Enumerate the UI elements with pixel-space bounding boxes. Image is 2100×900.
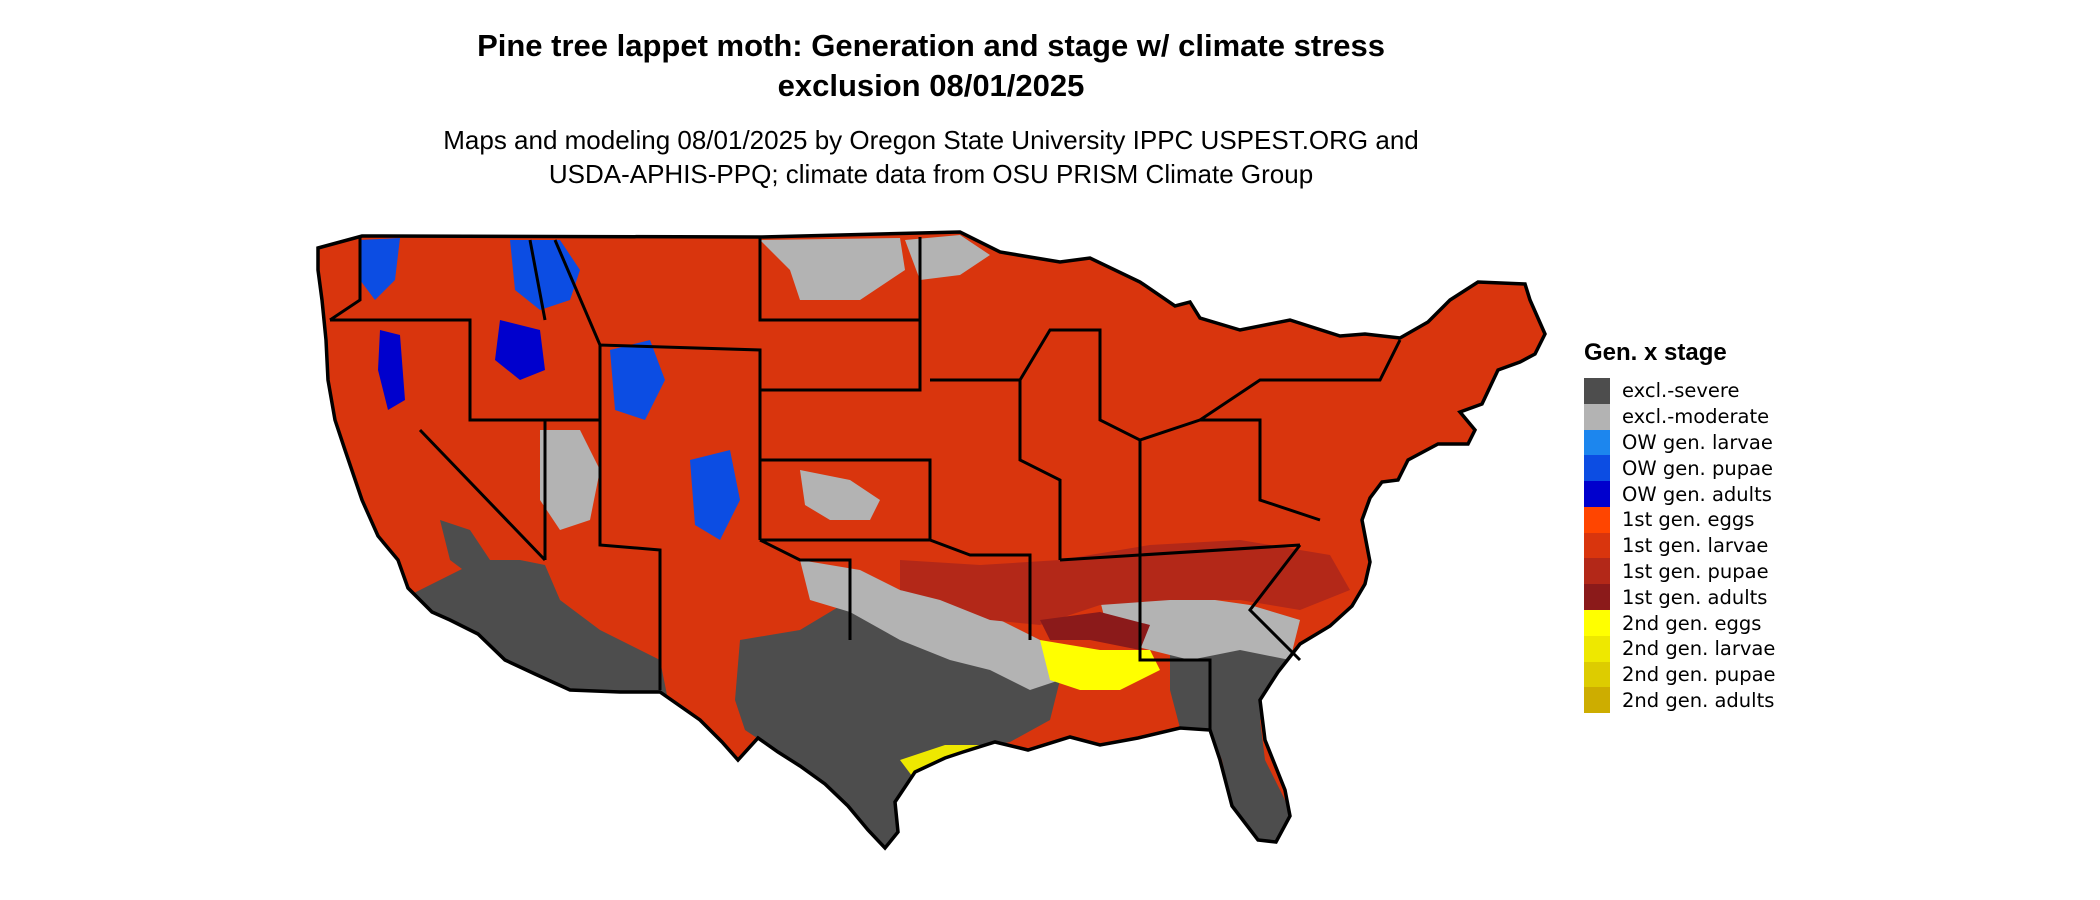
legend-item: 1st gen. adults <box>1584 584 1776 611</box>
legend-swatch <box>1584 532 1610 559</box>
legend-label: OW gen. pupae <box>1622 456 1774 480</box>
region-2nd-gen-eggs-gulf <box>1040 640 1160 690</box>
region-1st-adults-deepsouth <box>1040 612 1150 650</box>
legend-label: 1st gen. eggs <box>1622 508 1755 532</box>
legend-item: OW gen. larvae <box>1584 429 1776 456</box>
map-subtitle-line2: USDA-APHIS-PPQ; climate data from OSU PR… <box>548 159 1314 189</box>
legend-swatch <box>1584 455 1610 482</box>
legend-label: 2nd gen. pupae <box>1622 663 1776 687</box>
map-subtitle-line1: Maps and modeling 08/01/2025 by Oregon S… <box>443 125 1419 155</box>
legend-swatch <box>1584 403 1610 430</box>
legend-title: Gen. x stage <box>1584 339 1727 366</box>
legend-label: OW gen. larvae <box>1622 430 1773 454</box>
legend-item: 2nd gen. adults <box>1584 687 1776 714</box>
region-excl-severe-southwest <box>400 560 668 700</box>
region-excl-moderate-utah <box>540 430 600 530</box>
region-ow-wyoming <box>610 340 665 420</box>
region-excl-moderate-southplains <box>800 560 1060 690</box>
region-excl-moderate-kansas <box>800 470 880 520</box>
legend-label: 1st gen. adults <box>1622 585 1768 609</box>
legend-items: excl.-severe excl.-moderate OW gen. larvae… <box>1584 377 1776 714</box>
region-ow-colorado <box>690 450 740 540</box>
region-excl-moderate-northplains <box>760 238 905 300</box>
legend-label: excl.-severe <box>1622 379 1740 403</box>
legend-label: 2nd gen. adults <box>1622 688 1775 712</box>
legend-label: 1st gen. pupae <box>1622 559 1769 583</box>
legend-swatch <box>1584 635 1610 662</box>
legend-item: 1st gen. pupae <box>1584 558 1776 585</box>
legend-item: 1st gen. eggs <box>1584 506 1776 533</box>
legend: Gen. x stage excl.-severe excl.-moderate O… <box>1584 338 1776 714</box>
state-boundaries <box>329 236 1402 730</box>
legend-swatch <box>1584 481 1610 508</box>
legend-item: 1st gen. larvae <box>1584 532 1776 559</box>
legend-label: 1st gen. larvae <box>1622 534 1769 558</box>
region-ow-oregon <box>378 330 405 410</box>
legend-item: excl.-severe <box>1584 377 1776 404</box>
legend-item: OW gen. adults <box>1584 481 1776 508</box>
region-excl-moderate-minnesota <box>905 235 990 280</box>
legend-label: 2nd gen. larvae <box>1622 637 1776 661</box>
legend-label: 2nd gen. eggs <box>1622 611 1762 635</box>
legend-swatch <box>1584 610 1610 637</box>
legend-item: OW gen. pupae <box>1584 455 1776 482</box>
legend-item: 2nd gen. larvae <box>1584 635 1776 662</box>
legend-swatch <box>1584 584 1610 611</box>
legend-swatch <box>1584 687 1610 714</box>
map-title-line2: exclusion 08/01/2025 <box>777 68 1085 103</box>
map-title-line1: Pine tree lappet moth: Generation and st… <box>477 28 1385 63</box>
legend-swatch <box>1584 558 1610 585</box>
legend-swatch <box>1584 429 1610 456</box>
legend-item: excl.-moderate <box>1584 403 1776 430</box>
legend-item: 2nd gen. eggs <box>1584 610 1776 637</box>
us-map <box>316 230 1547 850</box>
legend-label: excl.-moderate <box>1622 405 1770 429</box>
legend-swatch <box>1584 377 1610 404</box>
region-1st-pupae-south <box>900 540 1350 625</box>
legend-swatch <box>1584 506 1610 533</box>
legend-item: 2nd gen. pupae <box>1584 661 1776 688</box>
legend-label: OW gen. adults <box>1622 482 1772 506</box>
region-ow-washington <box>360 238 400 300</box>
legend-swatch <box>1584 661 1610 688</box>
region-ow-idaho <box>495 320 545 380</box>
region-excl-severe-nevada <box>440 520 490 575</box>
